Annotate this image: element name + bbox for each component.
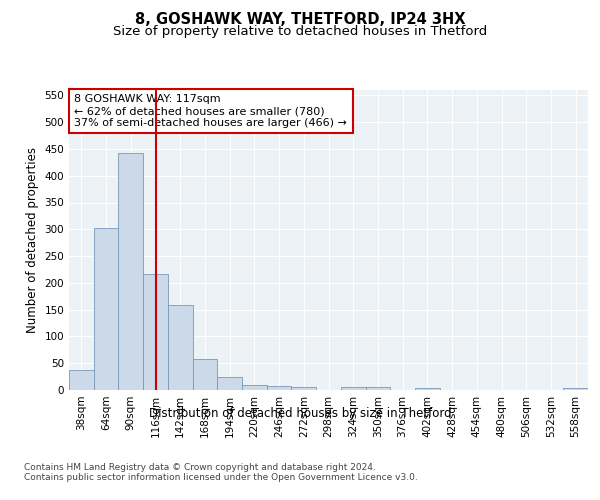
Text: 8, GOSHAWK WAY, THETFORD, IP24 3HX: 8, GOSHAWK WAY, THETFORD, IP24 3HX xyxy=(135,12,465,28)
Bar xyxy=(94,228,118,390)
Bar xyxy=(292,388,316,390)
Text: Contains HM Land Registry data © Crown copyright and database right 2024.
Contai: Contains HM Land Registry data © Crown c… xyxy=(24,462,418,482)
Bar xyxy=(242,384,267,390)
Bar xyxy=(118,152,143,390)
Bar xyxy=(563,388,588,390)
Bar xyxy=(168,306,193,390)
Bar xyxy=(415,388,440,390)
Text: 8 GOSHAWK WAY: 117sqm
← 62% of detached houses are smaller (780)
37% of semi-det: 8 GOSHAWK WAY: 117sqm ← 62% of detached … xyxy=(74,94,347,128)
Bar xyxy=(365,388,390,390)
Bar xyxy=(341,388,365,390)
Bar xyxy=(267,386,292,390)
Bar xyxy=(143,274,168,390)
Bar xyxy=(193,359,217,390)
Y-axis label: Number of detached properties: Number of detached properties xyxy=(26,147,39,333)
Text: Distribution of detached houses by size in Thetford: Distribution of detached houses by size … xyxy=(149,408,451,420)
Bar xyxy=(69,370,94,390)
Text: Size of property relative to detached houses in Thetford: Size of property relative to detached ho… xyxy=(113,25,487,38)
Bar xyxy=(217,376,242,390)
